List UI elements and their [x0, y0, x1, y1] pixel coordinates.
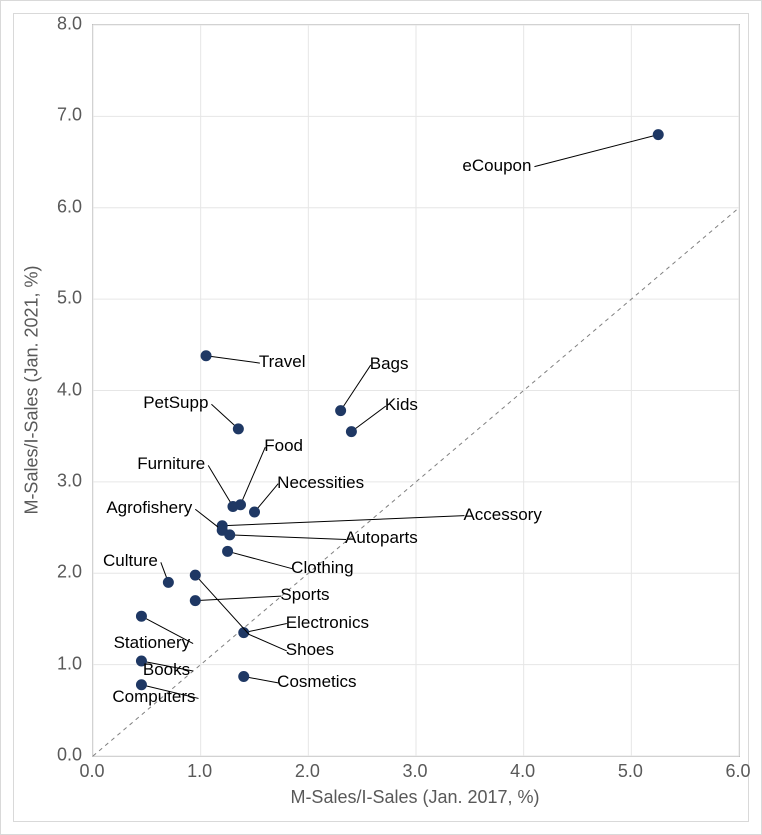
y-tick-label: 5.0	[57, 288, 82, 309]
diagonal-reference-line	[93, 208, 739, 756]
y-tick-label: 0.0	[57, 745, 82, 766]
data-point	[190, 596, 200, 606]
data-point	[239, 672, 249, 682]
leader-line	[195, 596, 281, 601]
leader-line	[208, 465, 233, 506]
leader-line	[195, 575, 287, 651]
data-point	[223, 546, 233, 556]
x-tick-label: 4.0	[510, 761, 535, 782]
leader-line	[228, 551, 293, 568]
data-point	[190, 570, 200, 580]
data-point	[228, 502, 238, 512]
data-point	[136, 680, 146, 690]
y-tick-label: 3.0	[57, 470, 82, 491]
leader-line	[351, 406, 385, 432]
data-point	[136, 611, 146, 621]
leader-line	[255, 484, 279, 512]
leader-line	[244, 624, 287, 633]
data-point	[201, 351, 211, 361]
data-point	[346, 427, 356, 437]
x-tick-label: 2.0	[295, 761, 320, 782]
plot-area	[92, 24, 740, 757]
chart-outer-frame: 0.0 1.0 2.0 3.0 4.0 5.0 6.0 7.0 8.0 0.0 1.0 2.0 3.0…	[0, 0, 762, 835]
y-axis-title: M-Sales/I-Sales (Jan. 2021, %)	[22, 265, 43, 514]
data-point	[233, 424, 243, 434]
x-tick-label: 0.0	[79, 761, 104, 782]
leader-line	[534, 135, 658, 167]
x-tick-label: 5.0	[618, 761, 643, 782]
leader-line	[206, 356, 260, 363]
leader-line	[141, 685, 198, 699]
y-tick-label: 6.0	[57, 196, 82, 217]
leader-line	[241, 447, 266, 505]
data-svg	[93, 25, 739, 756]
y-tick-label: 7.0	[57, 105, 82, 126]
leader-line	[230, 535, 346, 540]
x-tick-label: 6.0	[725, 761, 750, 782]
x-tick-label: 1.0	[187, 761, 212, 782]
y-tick-label: 4.0	[57, 379, 82, 400]
leader-line	[141, 661, 193, 671]
leader-line	[341, 365, 371, 411]
data-point	[136, 656, 146, 666]
y-tick-label: 2.0	[57, 562, 82, 583]
x-axis-title: M-Sales/I-Sales (Jan. 2017, %)	[290, 787, 539, 808]
data-point	[250, 507, 260, 517]
leader-line	[141, 616, 193, 643]
leader-line	[222, 516, 464, 526]
y-tick-label: 1.0	[57, 653, 82, 674]
data-point	[163, 577, 173, 587]
data-point	[653, 130, 663, 140]
x-tick-label: 3.0	[402, 761, 427, 782]
data-point	[336, 406, 346, 416]
y-tick-label: 8.0	[57, 14, 82, 35]
chart-inner-frame: 0.0 1.0 2.0 3.0 4.0 5.0 6.0 7.0 8.0 0.0 1.0 2.0 3.0…	[13, 13, 749, 822]
data-point	[225, 530, 235, 540]
